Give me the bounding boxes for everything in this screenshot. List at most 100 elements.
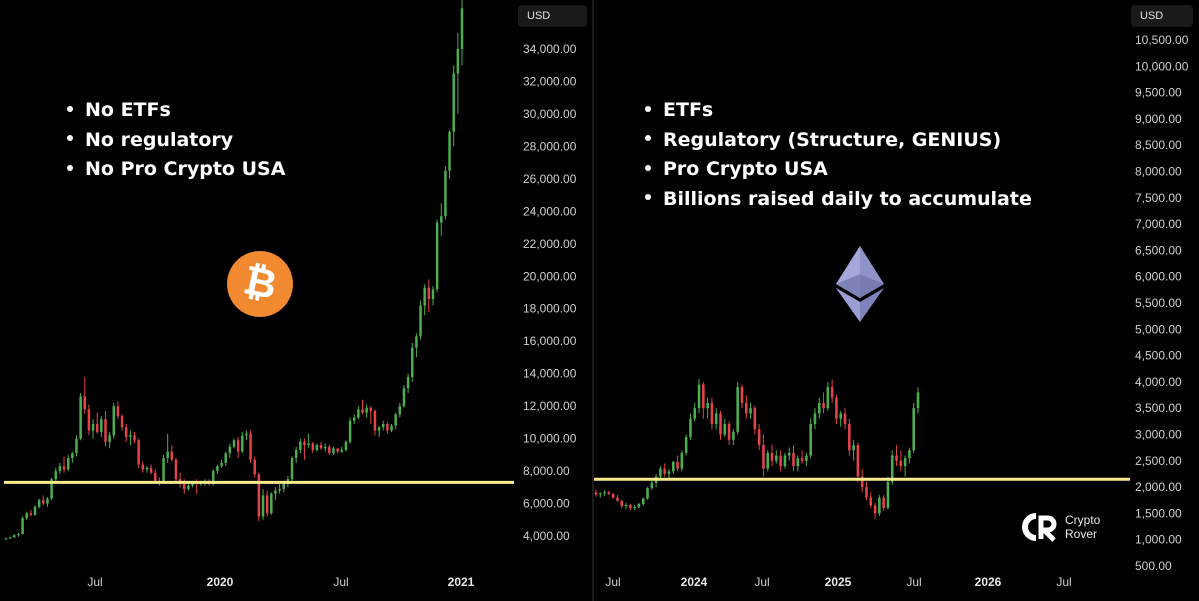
candle [873, 502, 877, 519]
candle [340, 446, 344, 454]
candle [17, 532, 20, 537]
candle [663, 463, 666, 477]
candle-body [641, 498, 645, 504]
y-tick-label: 4,000.00 [1135, 375, 1182, 389]
bullet-item: No ETFs [67, 96, 285, 126]
candle [805, 452, 808, 467]
candle [406, 373, 410, 394]
candle [456, 32, 460, 114]
y-tick-label: 20,000.00 [523, 269, 577, 283]
candle-body [697, 384, 701, 409]
candle-body [419, 305, 422, 337]
candle-body [328, 446, 331, 454]
candle-body [299, 441, 302, 450]
bullet-item: Regulatory (Structure, GENIUS) [645, 126, 1032, 156]
candle-body [381, 423, 385, 428]
candle [87, 404, 91, 436]
candle-body [805, 455, 808, 461]
candle [141, 461, 145, 473]
bullet-item: No Pro Crypto USA [67, 155, 285, 185]
candle-body [145, 467, 149, 470]
candle-body [839, 413, 843, 419]
candle-body [886, 481, 890, 509]
candle-body [723, 423, 727, 435]
candle [170, 445, 174, 462]
candle [66, 454, 70, 472]
candle [835, 395, 838, 424]
candle [423, 284, 426, 316]
candle-body [137, 440, 140, 465]
candle-body [120, 415, 124, 428]
x-tick-label: 2024 [681, 575, 708, 589]
candle [249, 430, 252, 463]
candle [813, 408, 817, 430]
candle [766, 450, 770, 472]
candle-body [37, 500, 41, 507]
candle [415, 333, 418, 358]
candle [83, 376, 87, 415]
candle-body [624, 504, 628, 507]
candle-body [869, 497, 873, 506]
candle [843, 408, 847, 430]
candle [315, 443, 319, 452]
candle-body [594, 492, 598, 495]
candle [817, 397, 821, 419]
candle-body [908, 450, 911, 459]
candle-body [17, 534, 20, 536]
candle-body [411, 347, 414, 377]
candle [779, 450, 782, 472]
candle-body [693, 408, 697, 419]
candle-body [663, 468, 666, 474]
candle-body [257, 474, 261, 517]
y-tick-label: 2,500.00 [1135, 454, 1182, 468]
candle [706, 397, 709, 419]
candle [899, 450, 903, 472]
candle-body [253, 459, 256, 475]
candle [753, 405, 757, 435]
candle-body [241, 435, 244, 452]
candle-body [303, 441, 306, 446]
panel-divider [592, 0, 594, 601]
candle [852, 439, 855, 461]
x-tick-label: 2021 [448, 575, 475, 589]
candle-body [912, 408, 915, 451]
y-tick-label: 10,000.00 [523, 432, 577, 446]
candle [145, 466, 149, 473]
candle [783, 452, 787, 469]
candle-body [13, 535, 16, 538]
currency-label[interactable]: USD [1131, 5, 1193, 27]
candle [629, 503, 632, 511]
candle [149, 464, 153, 475]
eth-chart-panel: 500.00 1,000.00 1,500.00 2,000.00 2,500.00 3,… [594, 0, 1199, 601]
candle [348, 417, 352, 444]
candle [744, 395, 748, 419]
candle-body [603, 492, 606, 494]
candle [108, 432, 111, 449]
candle-body [415, 336, 418, 348]
candle-body [46, 498, 49, 504]
candle [25, 511, 28, 520]
candle [91, 419, 95, 439]
candle-body [71, 453, 74, 459]
candle-body [822, 402, 825, 409]
candle [693, 402, 697, 422]
candle-body [710, 402, 714, 424]
candle-body [274, 490, 277, 494]
candle-body [848, 423, 851, 451]
candle [723, 418, 727, 438]
y-tick-label: 8,000.00 [523, 464, 570, 478]
y-tick-label: 14,000.00 [523, 367, 577, 381]
candle-body [398, 406, 402, 415]
candle-body [611, 493, 615, 498]
candle-body [216, 466, 219, 472]
y-tick-label: 2,000.00 [1135, 480, 1182, 494]
btc-chart-panel: 4,000.00 6,000.00 8,000.00 10,000.00 12,000.… [0, 0, 592, 601]
candle [702, 381, 705, 419]
ethereum-logo-icon [836, 246, 884, 322]
currency-label[interactable]: USD [518, 5, 587, 27]
x-tick-label: 2020 [207, 575, 234, 589]
y-tick-label: 18,000.00 [523, 302, 577, 316]
watermark-line1: Crypto [1065, 513, 1101, 527]
candle [419, 300, 422, 340]
candle-body [220, 462, 223, 467]
